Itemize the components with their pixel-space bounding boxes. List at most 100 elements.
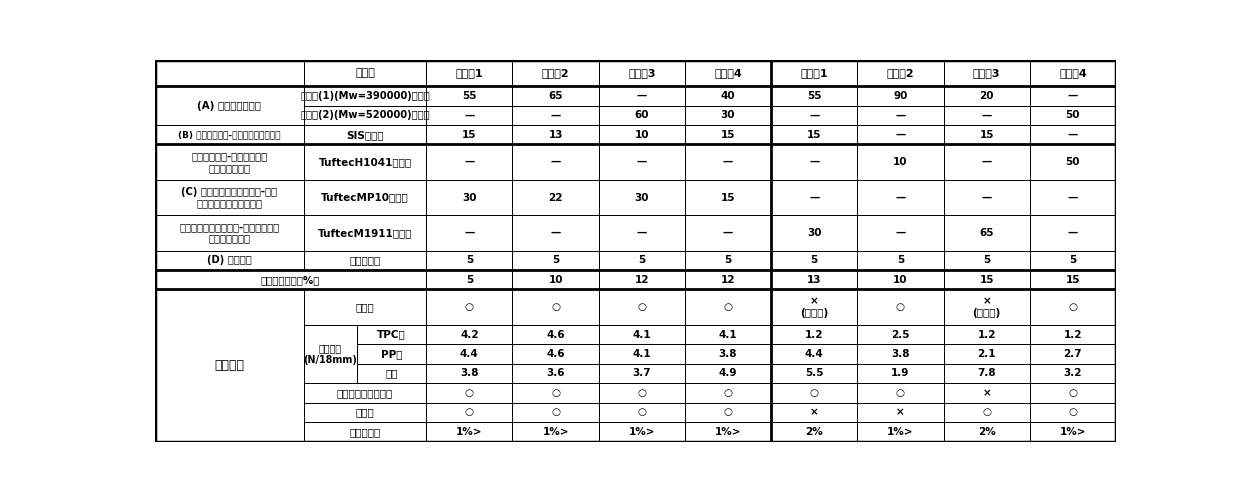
Text: 60: 60	[635, 110, 649, 120]
Text: 5: 5	[466, 255, 472, 265]
Text: 5: 5	[897, 255, 904, 265]
Bar	[304, 125, 427, 145]
Bar	[512, 105, 599, 125]
Bar	[771, 215, 857, 250]
Text: 1%>: 1%>	[629, 427, 655, 437]
Bar	[944, 289, 1029, 325]
Bar	[771, 383, 857, 403]
Bar	[304, 289, 427, 325]
Text: TuftecMP10（份）: TuftecMP10（份）	[321, 192, 409, 202]
Text: 3.2: 3.2	[1064, 368, 1083, 378]
Bar	[427, 86, 512, 105]
Bar	[771, 289, 857, 325]
Bar	[427, 383, 512, 403]
Text: —: —	[895, 192, 905, 202]
Text: 55: 55	[807, 91, 821, 101]
Text: ○: ○	[897, 302, 905, 312]
Bar	[857, 270, 944, 289]
Text: ○: ○	[897, 388, 905, 398]
Bar	[512, 383, 599, 403]
Bar	[427, 364, 512, 383]
Bar	[599, 250, 684, 270]
Bar	[427, 180, 512, 215]
Bar	[684, 270, 771, 289]
Bar	[357, 325, 427, 344]
Text: ○: ○	[723, 407, 733, 417]
Text: 4.9: 4.9	[719, 368, 738, 378]
Text: ×
(不均匀): × (不均匀)	[800, 296, 828, 318]
Bar	[857, 364, 944, 383]
Bar	[304, 250, 427, 270]
Bar	[357, 364, 427, 383]
Text: ○: ○	[1069, 302, 1078, 312]
Text: 10: 10	[893, 157, 908, 167]
Bar	[944, 344, 1029, 364]
Bar	[944, 270, 1029, 289]
Text: —: —	[551, 157, 560, 167]
Bar	[155, 180, 304, 215]
Text: ×
(不均匀): × (不均匀)	[972, 296, 1001, 318]
Bar	[684, 145, 771, 180]
Bar	[944, 250, 1029, 270]
Bar	[599, 105, 684, 125]
Bar	[857, 383, 944, 403]
Text: 4.1: 4.1	[632, 349, 651, 359]
Bar	[304, 325, 357, 383]
Text: 4.4: 4.4	[460, 349, 479, 359]
Bar	[1029, 180, 1116, 215]
Bar	[771, 105, 857, 125]
Bar	[944, 403, 1029, 422]
Bar	[427, 145, 512, 180]
Bar	[512, 125, 599, 145]
Bar	[771, 344, 857, 364]
Text: 2%: 2%	[978, 427, 996, 437]
Bar	[304, 145, 427, 180]
Text: 30: 30	[463, 192, 476, 202]
Bar	[771, 125, 857, 145]
Bar	[684, 403, 771, 422]
Bar	[599, 422, 684, 442]
Text: 1.9: 1.9	[892, 368, 910, 378]
Text: 10: 10	[893, 275, 908, 285]
Text: 剥高强度
(N/18mm): 剥高强度 (N/18mm)	[304, 343, 357, 365]
Bar	[857, 145, 944, 180]
Text: ×: ×	[810, 407, 818, 417]
Bar	[1029, 105, 1116, 125]
Text: —: —	[551, 228, 560, 238]
Bar	[357, 344, 427, 364]
Text: SIS（份）: SIS（份）	[346, 130, 384, 140]
Text: ○: ○	[637, 388, 646, 398]
Text: 90: 90	[893, 91, 908, 101]
Bar	[599, 344, 684, 364]
Text: 1%>: 1%>	[456, 427, 482, 437]
Text: 实施例3: 实施例3	[627, 68, 656, 78]
Text: 15: 15	[1065, 275, 1080, 285]
Bar	[857, 215, 944, 250]
Bar	[1029, 145, 1116, 180]
Text: 5: 5	[983, 255, 991, 265]
Bar	[857, 422, 944, 442]
Text: ○: ○	[465, 302, 474, 312]
Text: 比较例4: 比较例4	[1059, 68, 1086, 78]
Bar	[1029, 403, 1116, 422]
Bar	[155, 60, 304, 86]
Bar	[771, 325, 857, 344]
Text: —: —	[1068, 192, 1078, 202]
Text: —: —	[636, 228, 647, 238]
Text: —: —	[982, 110, 992, 120]
Bar	[599, 86, 684, 105]
Text: 2%: 2%	[805, 427, 823, 437]
Bar	[512, 250, 599, 270]
Bar	[857, 86, 944, 105]
Text: 10: 10	[548, 275, 563, 285]
Bar	[599, 403, 684, 422]
Bar	[771, 403, 857, 422]
Bar	[427, 215, 512, 250]
Text: TuftecM1911（份）: TuftecM1911（份）	[317, 228, 412, 238]
Text: ○: ○	[465, 407, 474, 417]
Text: 2.1: 2.1	[977, 349, 996, 359]
Text: 1.2: 1.2	[1064, 330, 1083, 339]
Text: 酸改性的芳香族乙烯基-共轭二烯嵌段
聚合物的加氢物: 酸改性的芳香族乙烯基-共轭二烯嵌段 聚合物的加氢物	[180, 222, 279, 244]
Bar	[1029, 344, 1116, 364]
Text: (C) 胺改性的芳香族乙烯基-共轭
二烯嵌段聚合物的加氢物: (C) 胺改性的芳香族乙烯基-共轭 二烯嵌段聚合物的加氢物	[181, 187, 278, 208]
